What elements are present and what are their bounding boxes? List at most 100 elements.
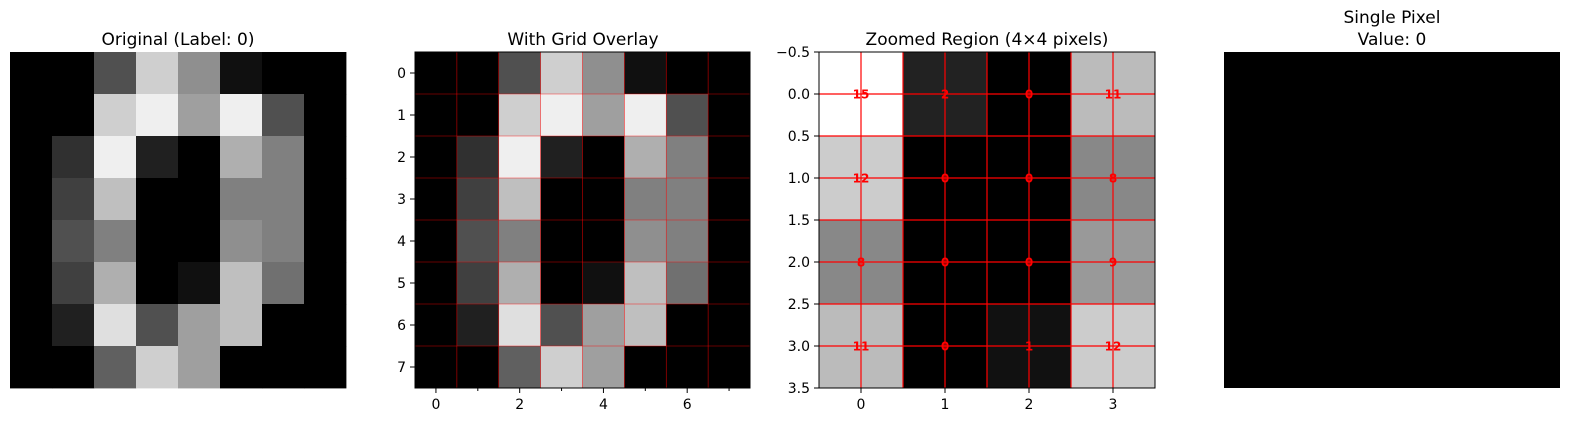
panel2-image: 0 2 4 6 0 1 2 3 4 5 6 7	[397, 51, 751, 413]
p1-cell-r0-c5	[220, 52, 263, 95]
p2-cell-r5-c4	[582, 262, 625, 305]
p2-cell-r0-c1	[456, 52, 500, 95]
p2-cell-r0-c3	[540, 52, 583, 95]
p1-cell-r3-c5	[220, 178, 263, 221]
p1-cell-r0-c7	[304, 52, 347, 95]
p2-cell-r5-c6	[666, 262, 709, 305]
p2-cell-r0-c0	[415, 52, 458, 95]
panel1-image	[10, 52, 347, 389]
p1-cell-r5-c2	[94, 262, 137, 305]
p2-cell-r2-c1	[456, 136, 500, 179]
p2-cell-r1-c3	[540, 94, 583, 137]
p3-value-label: 0	[941, 340, 949, 354]
p3-y-tick-label: 2.0	[788, 255, 810, 271]
p1-cell-r1-c0	[10, 94, 53, 137]
p1-cell-r3-c0	[10, 178, 53, 221]
p2-cell-r4-c2	[498, 220, 542, 263]
p1-cell-r4-c5	[220, 220, 263, 263]
p2-cell-r2-c2	[498, 136, 542, 179]
p2-cell-r5-c0	[415, 262, 458, 305]
p1-cell-r2-c1	[52, 136, 95, 179]
p2-cell-r0-c4	[582, 52, 625, 95]
p3-value-label: 2	[941, 88, 949, 102]
p1-cell-r5-c4	[178, 262, 221, 305]
p3-value-label: 0	[1025, 88, 1033, 102]
p2-cell-r4-c1	[456, 220, 500, 263]
p3-value-label: 12	[853, 172, 870, 186]
p1-cell-r1-c2	[94, 94, 137, 137]
p2-cell-r1-c7	[708, 94, 751, 137]
p1-cell-r1-c7	[304, 94, 347, 137]
p2-cell-r2-c5	[624, 136, 667, 179]
p2-cell-r7-c2	[498, 346, 542, 389]
p1-cell-r2-c4	[178, 136, 221, 179]
p3-x-tick-label: 3	[1109, 397, 1118, 413]
p1-cell-r6-c5	[220, 304, 263, 347]
p1-cell-r3-c2	[94, 178, 137, 221]
p2-cell-r1-c0	[415, 94, 458, 137]
p2-cell-r7-c0	[415, 346, 458, 389]
p3-value-label: 0	[1025, 172, 1033, 186]
p2-x-tick-label: 2	[515, 397, 524, 413]
p2-cell-r6-c5	[624, 304, 667, 347]
p1-cell-r2-c0	[10, 136, 53, 179]
p2-cell-r7-c1	[456, 346, 500, 389]
p2-y-tick-label: 1	[397, 108, 406, 124]
p3-value-label: 1	[1025, 340, 1033, 354]
p3-value-label: 11	[853, 340, 870, 354]
p1-cell-r4-c6	[262, 220, 305, 263]
p1-cell-r6-c1	[52, 304, 95, 347]
p2-cell-r4-c3	[540, 220, 583, 263]
p2-cell-r5-c7	[708, 262, 751, 305]
p2-cell-r2-c4	[582, 136, 625, 179]
p1-cell-r0-c2	[94, 52, 137, 95]
p2-cell-r7-c4	[582, 346, 625, 389]
p3-y-tick-label: 2.5	[788, 297, 810, 313]
p3-value-label: 12	[1105, 340, 1122, 354]
p2-cell-r4-c0	[415, 220, 458, 263]
p2-cell-r4-c7	[708, 220, 751, 263]
p2-y-tick-label: 5	[397, 276, 406, 292]
p3-y-tick-label: 3.5	[788, 381, 810, 397]
p1-cell-r4-c3	[136, 220, 179, 263]
p1-cell-r7-c0	[10, 346, 53, 389]
p1-cell-r1-c6	[262, 94, 305, 137]
p1-cell-r0-c6	[262, 52, 305, 95]
p3-y-tick-label: 1.5	[788, 213, 810, 229]
p2-cell-r3-c4	[582, 178, 625, 221]
p2-cell-r5-c5	[624, 262, 667, 305]
p2-y-tick-label: 0	[397, 66, 406, 82]
p2-cell-r6-c4	[582, 304, 625, 347]
p1-cell-r1-c1	[52, 94, 95, 137]
p1-cell-r1-c5	[220, 94, 263, 137]
p2-cell-r7-c7	[708, 346, 751, 389]
p2-cell-r5-c3	[540, 262, 583, 305]
p1-cell-r7-c2	[94, 346, 137, 389]
p1-cell-r4-c1	[52, 220, 95, 263]
p1-cell-r6-c2	[94, 304, 137, 347]
p3-y-tick-label: 1.0	[788, 171, 810, 187]
p3-value-label: 11	[1105, 88, 1122, 102]
p2-cell-r3-c2	[498, 178, 542, 221]
p2-cell-r6-c2	[498, 304, 542, 347]
p3-value-label: 0	[941, 256, 949, 270]
p2-cell-r3-c3	[540, 178, 583, 221]
p2-cell-r3-c1	[456, 178, 500, 221]
p1-cell-r5-c6	[262, 262, 305, 305]
p1-cell-r5-c0	[10, 262, 53, 305]
p1-cell-r6-c7	[304, 304, 347, 347]
p1-cell-r3-c7	[304, 178, 347, 221]
p2-cell-r6-c0	[415, 304, 458, 347]
p1-cell-r3-c6	[262, 178, 305, 221]
p3-x-tick-label: 2	[1025, 397, 1034, 413]
p2-cell-r1-c5	[624, 94, 667, 137]
p2-cell-r5-c1	[456, 262, 500, 305]
p2-cell-r7-c5	[624, 346, 667, 389]
p3-value-label: 9	[1109, 256, 1117, 270]
panel4-image	[1224, 52, 1560, 388]
p1-cell-r1-c4	[178, 94, 221, 137]
p1-cell-r7-c4	[178, 346, 221, 389]
p2-y-tick-label: 6	[397, 318, 406, 334]
p2-cell-r3-c5	[624, 178, 667, 221]
